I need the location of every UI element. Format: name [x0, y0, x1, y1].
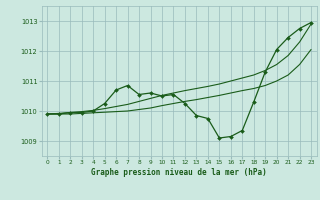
X-axis label: Graphe pression niveau de la mer (hPa): Graphe pression niveau de la mer (hPa): [91, 168, 267, 177]
